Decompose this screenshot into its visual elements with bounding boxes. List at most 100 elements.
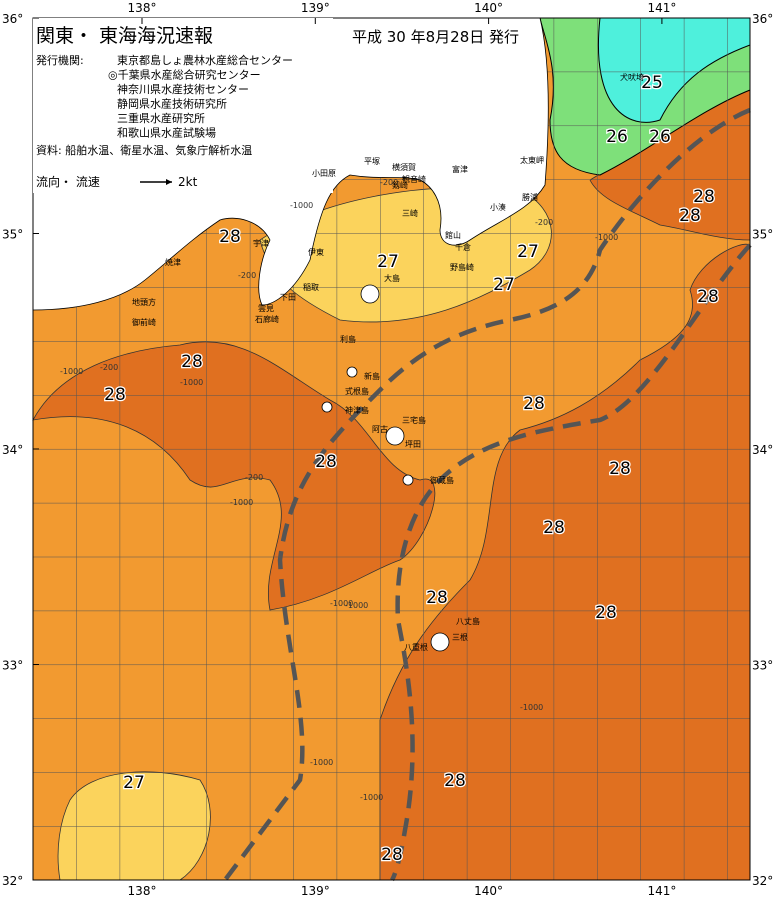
place-name: 野島崎 [450, 262, 474, 272]
temperature-label: 28 [381, 845, 403, 865]
lat-label: 36° [2, 12, 23, 26]
depth-label: -1000 [520, 703, 543, 712]
lat-label: 32° [2, 874, 23, 888]
temperature-label: 28 [181, 352, 203, 372]
temperature-label: 28 [609, 459, 631, 479]
legend-arrow-head [166, 179, 172, 185]
temperature-label: 28 [219, 227, 241, 247]
temperature-label: 28 [679, 206, 701, 226]
source: 資料: 船舶水温、衛星水温、気象庁解析水温 [36, 143, 252, 157]
place-name: 神津島 [345, 405, 369, 415]
place-name: 阿古 [372, 424, 388, 434]
temperature-label: 28 [697, 287, 719, 307]
lon-label: 140° [474, 1, 503, 15]
lon-label: 139° [301, 1, 330, 15]
place-name: 伊東 [308, 247, 324, 257]
temperature-label: 27 [123, 773, 145, 793]
issuer-label: 発行機関: [36, 53, 84, 67]
lon-label: 141° [647, 884, 676, 898]
place-name: 大島 [384, 273, 400, 283]
lat-label: 35° [752, 228, 773, 242]
place-name: 雲見 [258, 304, 274, 313]
place-name: 犬吠埼 [620, 72, 644, 82]
temperature-label: 28 [104, 385, 126, 405]
temperature-label: 28 [444, 771, 466, 791]
depth-label: -1000 [60, 367, 83, 376]
place-name: 三宅島 [402, 415, 426, 425]
temperature-label: 26 [649, 127, 671, 147]
depth-label: -1000 [595, 233, 618, 242]
lon-label: 140° [474, 884, 503, 898]
issuer: ◎千葉県水産総合研究センター [108, 68, 261, 82]
issuer: 東京都島しょ農林水産総合センター [117, 53, 293, 67]
place-name: 利島 [340, 334, 356, 344]
depth-label: -200 [380, 178, 398, 187]
lat-label: 36° [752, 12, 773, 26]
place-name: 三根 [452, 632, 468, 642]
place-name: 館山 [445, 230, 461, 240]
place-name: 千倉 [455, 242, 471, 252]
place-name: 観音崎 [402, 174, 426, 184]
depth-label: -200 [238, 271, 256, 280]
place-name: 石廊崎 [255, 314, 279, 324]
depth-label: -1000 [310, 758, 333, 767]
place-name: 平塚 [364, 157, 380, 166]
depth-label: -1000 [330, 599, 353, 608]
cold-water [598, 17, 751, 123]
place-name: 太東岬 [520, 155, 544, 165]
place-name: 横須賀 [392, 162, 416, 172]
temperature-label: 28 [523, 394, 545, 414]
place-name: 地頭方 [132, 297, 156, 307]
issuer: 三重県水産研究所 [117, 111, 205, 125]
info-panel [33, 18, 333, 193]
lon-label: 139° [301, 884, 330, 898]
lat-label: 32° [752, 874, 773, 888]
place-name: 小田原 [312, 169, 336, 178]
place-name: 小湊 [490, 202, 506, 212]
lat-label: 33° [752, 659, 773, 673]
place-name: 焼津 [165, 257, 181, 267]
place-name: 剱崎 [392, 180, 408, 190]
lat-label: 33° [2, 659, 23, 673]
warm-water [32, 89, 751, 881]
lat-label: 35° [2, 228, 23, 242]
temperature-label: 27 [517, 242, 539, 262]
legend-label: 流向・ 流速 [36, 174, 100, 189]
temperature-label: 27 [377, 252, 399, 272]
lon-label: 138° [128, 1, 157, 15]
issuer: 和歌山県水産試験場 [117, 126, 216, 140]
temperature-label: 28 [315, 452, 337, 472]
lon-label: 138° [128, 884, 157, 898]
depth-label: -200 [535, 218, 553, 227]
temperature-label: 25 [641, 73, 663, 93]
temperature-label: 28 [595, 603, 617, 623]
place-name: 下田 [280, 293, 296, 302]
place-name: 八丈島 [456, 616, 480, 626]
depth-label: -1000 [345, 601, 368, 610]
current [223, 107, 752, 882]
depth-label: -200 [100, 363, 118, 372]
depth-label: -1000 [180, 378, 203, 387]
temperature-label: 27 [493, 275, 515, 295]
depth-label: -1000 [290, 201, 313, 210]
place-name: 御前崎 [132, 317, 156, 327]
issuer: 静岡県水産技術研究所 [117, 97, 227, 111]
place-name: 新島 [364, 371, 380, 381]
place-name: 宇津 [253, 238, 269, 248]
place-name: 富津 [452, 164, 468, 174]
depth-label: -200 [245, 473, 263, 482]
temperature-label: 28 [693, 187, 715, 207]
place-name: 稲取 [303, 282, 319, 292]
depth-label: -1000 [360, 793, 383, 802]
place-name: 三崎 [402, 208, 418, 218]
temperature-label: 28 [426, 588, 448, 608]
title: 関東・ 東海海況速報 [36, 25, 213, 47]
issuer: 神奈川県水産技術センター [117, 82, 249, 96]
legend-speed: 2kt [178, 175, 198, 189]
lat-label: 34° [2, 443, 23, 457]
issue-date: 平成 30 年8月28日 発行 [352, 28, 519, 46]
place-name: 坪田 [405, 440, 421, 449]
place-name: 式根島 [345, 386, 369, 396]
